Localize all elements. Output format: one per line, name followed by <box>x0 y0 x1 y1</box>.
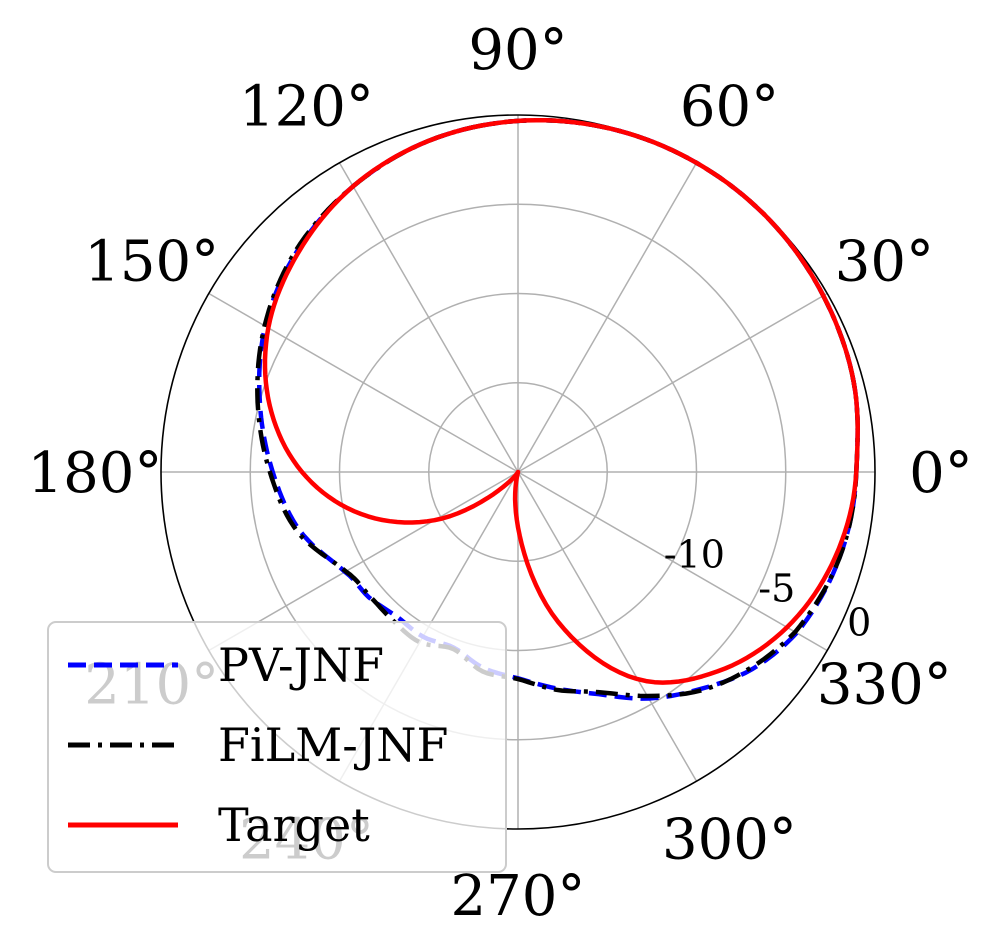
angle-tick-label-300: 300° <box>662 807 797 872</box>
angular-gridline-5 <box>208 292 519 473</box>
angular-gridline-11 <box>517 471 828 652</box>
angular-gridline-2 <box>517 162 698 473</box>
series-line-target <box>262 117 860 685</box>
series-layer <box>255 117 860 701</box>
angle-tick-label-90: 90° <box>468 18 567 83</box>
angle-tick-label-180: 180° <box>28 441 163 506</box>
angular-gridline-1 <box>517 292 828 473</box>
angle-tick-label-0: 0° <box>909 441 973 506</box>
legend-label-pv-jnf: PV-JNF <box>218 638 384 692</box>
angle-tick-label-120: 120° <box>239 75 374 140</box>
polar-frame <box>160 114 876 830</box>
angle-tick-label-60: 60° <box>680 75 779 140</box>
angular-gridline-7 <box>208 471 519 652</box>
legend-label-film-jnf: FiLM-JNF <box>218 718 448 772</box>
legend-box <box>47 621 507 873</box>
legend: PV-JNF FiLM-JNF Target <box>47 621 507 873</box>
radial-tick-label-2: -5 <box>758 567 795 611</box>
angle-tick-label-330: 330° <box>817 653 952 718</box>
radial-tick-label-3: 0 <box>847 601 871 645</box>
angular-gridline-10 <box>517 471 698 782</box>
angle-tick-label-150: 150° <box>84 230 219 295</box>
legend-label-target: Target <box>218 798 370 852</box>
radial-tick-label-1: -10 <box>664 532 725 576</box>
series-line-film-jnf <box>255 117 860 699</box>
radial-tick-labels: -10 -5 0 <box>664 532 872 644</box>
angular-gridline-4 <box>338 162 519 473</box>
angle-tick-label-270: 270° <box>451 864 586 929</box>
angle-tick-label-30: 30° <box>835 230 934 295</box>
